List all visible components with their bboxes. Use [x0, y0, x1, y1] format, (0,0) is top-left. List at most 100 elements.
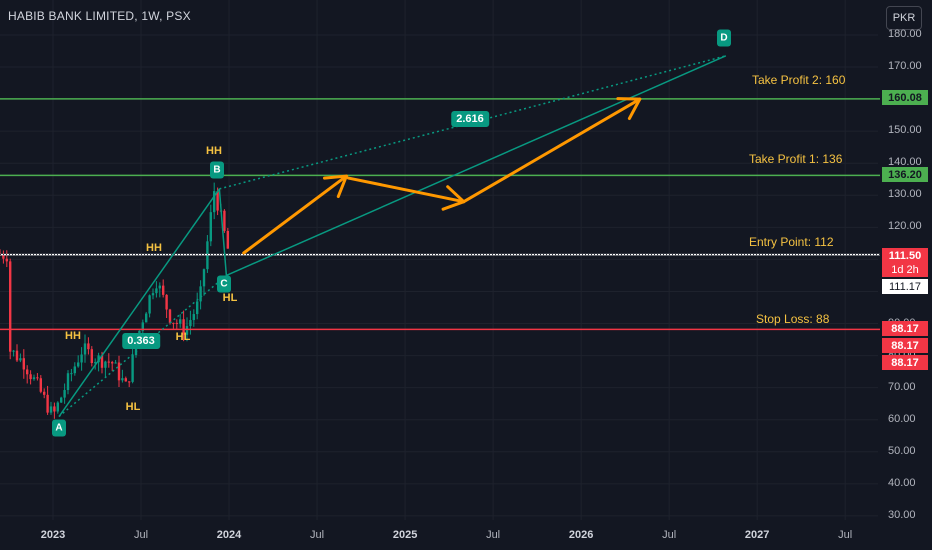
candle-body	[165, 294, 168, 310]
candle-body	[209, 212, 212, 242]
time-tick-label: 2025	[392, 529, 418, 541]
time-tick-label: 2023	[40, 529, 66, 541]
candle-body	[94, 362, 97, 364]
stop-loss-price-tag-3: 88.17	[882, 355, 928, 370]
candle-body	[145, 313, 148, 323]
candle-body	[19, 358, 22, 361]
candle-body	[134, 345, 138, 356]
price-tick-label: 70.00	[888, 380, 916, 393]
candle-body	[97, 355, 100, 363]
time-tick-label: 2027	[744, 529, 770, 541]
tp2-price-tag: 160.08	[882, 90, 928, 105]
candle-body	[5, 258, 8, 262]
time-tick-label: 2024	[216, 529, 242, 541]
pattern-line-cd	[226, 55, 727, 277]
candle-series	[0, 182, 229, 419]
hl-label-1: HL	[125, 401, 141, 413]
stop-loss-price-tag-2: 88.17	[882, 338, 928, 353]
chart-grid	[0, 0, 878, 520]
price-tick-label: 40.00	[888, 476, 916, 489]
candle-body	[202, 269, 206, 287]
candle-body	[162, 285, 165, 295]
candle-body	[2, 254, 5, 259]
pattern-dotted-ac	[58, 274, 227, 418]
ratio-badge-ab[interactable]: 0.363	[122, 333, 160, 349]
last-price-tag: 111.50	[882, 248, 928, 263]
hh-label-2: HH	[146, 242, 162, 254]
candle-body	[155, 288, 158, 294]
candle-body	[117, 362, 121, 381]
candle-body	[158, 285, 161, 289]
candle-body	[32, 377, 36, 380]
candle-body	[175, 322, 178, 324]
candle-body	[26, 369, 29, 375]
projection-arrow-3	[462, 97, 642, 204]
candle-body	[141, 322, 144, 331]
candle-body	[213, 191, 216, 213]
candle-body	[53, 406, 56, 412]
price-tick-label: 30.00	[888, 508, 916, 521]
pattern-line-bc	[218, 188, 228, 276]
candle-body	[131, 355, 134, 382]
candle-body	[121, 378, 124, 381]
pattern-point-a[interactable]: A	[52, 419, 66, 437]
candle-body	[15, 350, 19, 361]
time-tick-label: Jul	[486, 529, 501, 541]
stop-loss-label: Stop Loss: 88	[756, 312, 830, 326]
take-profit-1-label: Take Profit 1: 136	[749, 152, 843, 166]
take-profit-2-label: Take Profit 2: 160	[752, 73, 846, 87]
pattern-point-b[interactable]: B	[210, 161, 224, 179]
time-tick-label: Jul	[838, 529, 853, 541]
candle-body	[29, 374, 32, 380]
chart-title: HABIB BANK LIMITED, 1W, PSX	[8, 9, 191, 23]
candle-body	[36, 377, 39, 379]
candle-body	[60, 397, 63, 403]
candle-body	[185, 326, 189, 335]
candle-body	[216, 191, 219, 211]
pattern-line-ab	[58, 188, 220, 417]
ratio-badge-cd[interactable]: 2.616	[451, 111, 489, 127]
currency-button[interactable]: PKR	[886, 6, 922, 30]
hh-label-1: HH	[65, 330, 81, 342]
candle-body	[182, 319, 185, 335]
stop-loss-price-tag: 88.17	[882, 321, 928, 336]
time-tick-label: Jul	[310, 529, 325, 541]
candle-body	[111, 362, 114, 364]
candle-body	[179, 319, 182, 324]
projection-arrow-3-head	[616, 97, 642, 120]
candle-body	[199, 286, 202, 302]
countdown-tag: 1d 2h	[882, 262, 928, 277]
price-tick-label: 170.00	[888, 60, 922, 73]
candle-body	[49, 406, 53, 413]
candle-body	[226, 230, 229, 249]
price-tick-label: 130.00	[888, 188, 922, 201]
candle-body	[73, 366, 76, 374]
pattern-point-c[interactable]: C	[217, 275, 231, 293]
candle-body	[104, 361, 107, 368]
candle-body	[77, 362, 80, 367]
price-tick-label: 50.00	[888, 444, 916, 457]
candle-body	[22, 358, 25, 370]
candle-body	[46, 394, 49, 413]
price-tick-label: 60.00	[888, 412, 916, 425]
candle-body	[43, 391, 46, 395]
price-tick-label: 120.00	[888, 220, 922, 233]
candle-body	[223, 210, 226, 231]
candle-body	[83, 343, 87, 355]
candle-body	[12, 350, 15, 352]
candle-body	[189, 320, 192, 327]
candle-body	[90, 349, 93, 364]
candle-body	[196, 301, 199, 315]
projection-arrow-1	[242, 174, 348, 255]
hh-label-3: HH	[206, 145, 222, 157]
pattern-point-d[interactable]: D	[717, 29, 731, 47]
hl-label-2: HL	[175, 331, 191, 343]
price-tick-label: 140.00	[888, 156, 922, 169]
projection-arrow-2	[346, 176, 466, 204]
candle-body	[80, 354, 83, 363]
candle-body	[192, 314, 195, 321]
candle-body	[39, 378, 42, 392]
time-tick-label: Jul	[133, 529, 149, 541]
price-tick-label: 150.00	[888, 124, 922, 137]
hl-label-3: HL	[222, 292, 238, 304]
